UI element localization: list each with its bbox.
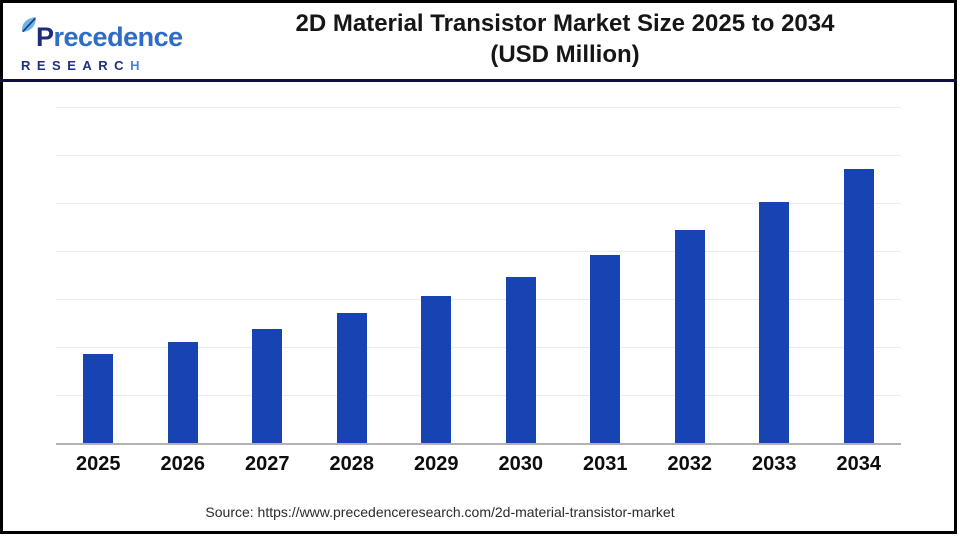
header-divider-line [0, 79, 957, 82]
x-tick-label-2027: 2027 [245, 453, 290, 475]
bar-2027 [252, 329, 283, 443]
bar-slot [225, 107, 310, 443]
gridline [56, 203, 901, 204]
gridline [56, 107, 901, 108]
chart-title-line2: (USD Million) [490, 41, 640, 68]
x-tick-label-2034: 2034 [836, 453, 882, 475]
bar-slot [648, 107, 733, 443]
gridline [56, 299, 901, 300]
bar-2025 [83, 354, 114, 443]
bar-2026 [167, 342, 198, 443]
bar-slot [56, 107, 141, 443]
x-tick-label-2029: 2029 [414, 453, 459, 475]
gridline [56, 251, 901, 252]
x-axis-line [56, 443, 901, 445]
x-axis-labels: 2025 2026 2027 2028 2029 2030 2031 2032 2033 2034 [56, 453, 901, 476]
bar-slot [563, 107, 648, 443]
logo-subtitle: RESEARCH [21, 58, 146, 73]
bar-2033 [759, 202, 790, 443]
gridline [56, 155, 901, 156]
bar-2031 [590, 255, 621, 443]
precedence-research-logo: Precedence RESEARCH [18, 14, 188, 76]
bar-slot [817, 107, 902, 443]
gridline [56, 395, 901, 396]
logo-initial: P [36, 22, 54, 52]
logo-wordmark-rest: recedence [53, 22, 184, 52]
header: Precedence RESEARCH 2D Material Transist… [0, 0, 957, 79]
bar-slot [310, 107, 395, 443]
x-tick-label-2025: 2025 [76, 453, 121, 475]
bar-2032 [674, 230, 705, 443]
x-tick-label-2032: 2032 [667, 453, 713, 475]
bar-chart-plot-area [56, 107, 901, 445]
bar-2030 [505, 277, 536, 443]
bar-2028 [336, 313, 367, 443]
x-tick-label-2033: 2033 [752, 453, 797, 475]
bar-2029 [421, 296, 452, 443]
bar-slot [394, 107, 479, 443]
logo-subtitle-last-letter: H [130, 58, 146, 73]
bar-slot [141, 107, 226, 443]
bar-slot [732, 107, 817, 443]
chart-title-line1: 2D Material Transistor Market Size 2025 … [295, 10, 835, 37]
x-tick-label-2026: 2026 [160, 453, 206, 475]
logo-subtitle-main: RESEARC [21, 58, 131, 73]
chart-title: 2D Material Transistor Market Size 2025 … [180, 8, 950, 70]
source-caption: Source: https://www.precedenceresearch.c… [205, 504, 675, 520]
x-tick-label-2030: 2030 [498, 453, 544, 475]
logo-wordmark: Precedence [36, 22, 183, 53]
bar-slot [479, 107, 564, 443]
leaf-icon [21, 17, 36, 33]
bars-row [56, 107, 901, 443]
gridline [56, 347, 901, 348]
x-tick-label-2028: 2028 [329, 453, 375, 475]
bar-2034 [843, 169, 874, 443]
x-tick-label-2031: 2031 [583, 453, 628, 475]
